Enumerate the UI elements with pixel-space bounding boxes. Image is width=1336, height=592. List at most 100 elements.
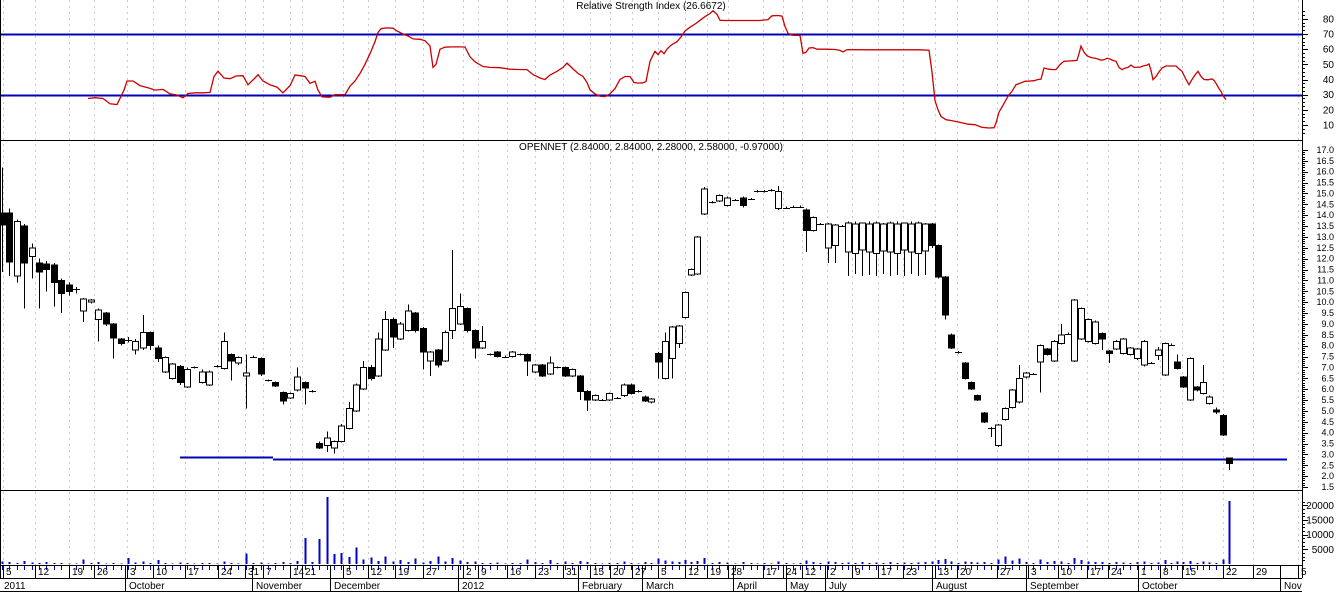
panel-frames [0,0,1303,579]
svg-text:2012: 2012 [462,581,485,592]
svg-text:October: October [129,581,165,592]
svg-text:23: 23 [906,567,918,578]
svg-text:12: 12 [805,567,817,578]
svg-text:13: 13 [938,567,950,578]
svg-text:15: 15 [1185,567,1197,578]
svg-text:14.0: 14.0 [1316,210,1334,220]
svg-text:5.5: 5.5 [1321,395,1334,405]
svg-text:10: 10 [156,567,168,578]
svg-text:27: 27 [426,567,438,578]
grid-lines [3,0,1299,565]
svg-text:2011: 2011 [4,581,26,592]
svg-text:3.5: 3.5 [1321,439,1334,449]
svg-text:5: 5 [1301,567,1307,578]
svg-text:March: March [646,581,674,592]
svg-text:10.0: 10.0 [1316,297,1334,307]
svg-text:October: October [1142,581,1178,592]
svg-text:27: 27 [1000,567,1012,578]
svg-text:December: December [334,581,381,592]
svg-text:2.0: 2.0 [1321,471,1334,481]
svg-text:20: 20 [960,567,972,578]
svg-text:12.5: 12.5 [1316,243,1334,253]
svg-text:6.0: 6.0 [1321,384,1334,394]
svg-text:15000: 15000 [1306,516,1334,527]
svg-text:23: 23 [538,567,550,578]
svg-text:5.0: 5.0 [1321,406,1334,416]
svg-text:5: 5 [346,567,352,578]
svg-text:14: 14 [293,567,305,578]
svg-text:80: 80 [1323,14,1335,25]
svg-text:5000: 5000 [1312,545,1335,556]
svg-text:26: 26 [97,567,109,578]
svg-text:20: 20 [1323,105,1335,116]
svg-text:15: 15 [593,567,605,578]
price-support-line [180,456,1287,461]
date-axis-days: 5 12 19 26 3 10 17 24 31 7 14 21 5 12 19 27 2 9 16 23 31 15 20… [3,565,1307,578]
svg-text:12: 12 [38,567,50,578]
svg-text:16: 16 [510,567,522,578]
svg-text:12: 12 [688,567,700,578]
svg-text:15.5: 15.5 [1316,178,1334,188]
svg-text:16.0: 16.0 [1316,167,1334,177]
svg-text:3: 3 [1031,567,1037,578]
svg-text:August: August [936,581,967,592]
svg-text:4.0: 4.0 [1321,428,1334,438]
svg-text:21: 21 [305,567,317,578]
svg-text:10.5: 10.5 [1316,286,1334,296]
svg-text:July: July [829,581,847,592]
svg-text:May: May [790,581,809,592]
candlesticks [0,167,1233,471]
svg-text:9.5: 9.5 [1321,308,1334,318]
svg-text:60: 60 [1323,45,1335,56]
svg-text:13.0: 13.0 [1316,232,1334,242]
rsi-threshold-lines [0,33,1302,97]
svg-text:24: 24 [1111,567,1123,578]
date-axis-bar-ticks [2,566,1230,570]
svg-text:10000: 10000 [1306,530,1334,541]
svg-text:February: February [582,581,622,592]
svg-text:24: 24 [786,567,798,578]
svg-text:17: 17 [188,567,200,578]
svg-text:17: 17 [766,567,778,578]
svg-text:6.5: 6.5 [1321,373,1334,383]
svg-text:8: 8 [1163,567,1169,578]
svg-text:5: 5 [661,567,667,578]
volume-bars [1,497,1231,564]
svg-text:3: 3 [130,567,136,578]
svg-text:15.0: 15.0 [1316,188,1334,198]
svg-text:22: 22 [1226,567,1238,578]
svg-text:17: 17 [1090,567,1102,578]
svg-text:40: 40 [1323,75,1335,86]
svg-text:10: 10 [1061,567,1073,578]
svg-text:2: 2 [466,567,472,578]
svg-text:September: September [1030,581,1080,592]
svg-text:April: April [737,581,757,592]
svg-text:19: 19 [72,567,84,578]
svg-text:20000: 20000 [1306,501,1334,512]
svg-text:20: 20 [613,567,625,578]
svg-text:3.0: 3.0 [1321,449,1334,459]
svg-text:24: 24 [221,567,233,578]
svg-text:9.0: 9.0 [1321,319,1334,329]
rsi-line [87,9,1227,129]
svg-text:31: 31 [248,567,260,578]
svg-text:27: 27 [635,567,647,578]
svg-text:2: 2 [830,567,836,578]
svg-text:7.5: 7.5 [1321,352,1334,362]
svg-text:29: 29 [1256,567,1268,578]
right-axis: 80 70 60 50 40 30 20 10 17.016.516.015.515.014.5… [1302,11,1335,561]
svg-text:11.5: 11.5 [1317,265,1334,275]
svg-text:12: 12 [371,567,383,578]
svg-text:1.5: 1.5 [1321,482,1334,492]
svg-text:5: 5 [6,567,12,578]
svg-text:19: 19 [710,567,722,578]
svg-text:14.5: 14.5 [1316,199,1334,209]
svg-text:9: 9 [855,567,861,578]
svg-text:17.0: 17.0 [1316,145,1334,155]
svg-text:50: 50 [1323,60,1335,71]
svg-text:8.5: 8.5 [1321,330,1334,340]
svg-text:10: 10 [1323,121,1335,132]
svg-text:8.0: 8.0 [1321,341,1334,351]
